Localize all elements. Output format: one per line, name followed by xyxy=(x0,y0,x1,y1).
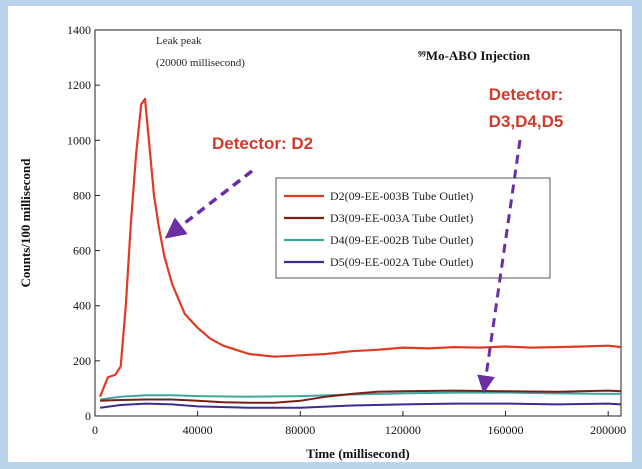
series-line-d4 xyxy=(99,391,621,401)
callout-detector-d345-list: D3,D4,D5 xyxy=(489,112,564,131)
legend-label: D3(09-EE-003A Tube Outlet) xyxy=(330,211,473,225)
series-line-d2 xyxy=(99,97,622,398)
x-tick-label: 120000 xyxy=(385,423,421,437)
x-tick-label: 80000 xyxy=(285,423,315,437)
series-line-d5 xyxy=(99,402,622,409)
y-tick-label: 600 xyxy=(73,244,91,258)
y-tick-label: 0 xyxy=(85,409,91,423)
x-tick-label: 160000 xyxy=(488,423,524,437)
series-line-d3 xyxy=(100,389,622,404)
chart-title: ⁹⁹Mo-ABO Injection xyxy=(418,48,531,63)
y-axis-title: Counts/100 millisecond xyxy=(18,158,33,288)
y-axis-ticks: 0 200 400 600 800 1000 1200 1400 xyxy=(67,23,100,423)
arrow-to-d3-d4-d5 xyxy=(477,139,522,394)
legend: D2(09-EE-003B Tube Outlet) D3(09-EE-003A … xyxy=(275,177,551,279)
peak-annotation-line1: Leak peak xyxy=(156,35,202,47)
plot-frame xyxy=(94,29,622,417)
callout-detector-d345-label: Detector: xyxy=(489,85,564,104)
peak-annotation-line2: (20000 millisecond) xyxy=(156,57,245,69)
y-tick-label: 1400 xyxy=(67,23,91,37)
legend-label: D2(09-EE-003B Tube Outlet) xyxy=(330,189,473,203)
x-tick-label: 40000 xyxy=(183,423,213,437)
x-tick-label: 0 xyxy=(92,423,98,437)
y-tick-label: 200 xyxy=(73,354,91,368)
series-layer xyxy=(99,97,622,409)
x-tick-label: 200000 xyxy=(590,423,626,437)
y-tick-label: 1000 xyxy=(67,133,91,147)
x-axis-title: Time (millisecond) xyxy=(306,446,409,461)
x-axis-ticks: 0 40000 80000 120000 160000 200000 xyxy=(92,411,626,437)
callout-detector-d2: Detector: D2 xyxy=(212,134,313,153)
legend-label: D4(09-EE-002B Tube Outlet) xyxy=(330,233,473,247)
figure-panel: 0 200 400 600 800 1000 1200 1400 0 40000 80000 120… xyxy=(8,6,632,462)
legend-label: D5(09-EE-002A Tube Outlet) xyxy=(330,255,473,269)
y-tick-label: 1200 xyxy=(67,78,91,92)
chart: 0 200 400 600 800 1000 1200 1400 0 40000 80000 120… xyxy=(18,23,626,461)
arrow-to-d2 xyxy=(164,169,254,239)
y-tick-label: 800 xyxy=(73,188,91,202)
y-tick-label: 400 xyxy=(73,299,91,313)
